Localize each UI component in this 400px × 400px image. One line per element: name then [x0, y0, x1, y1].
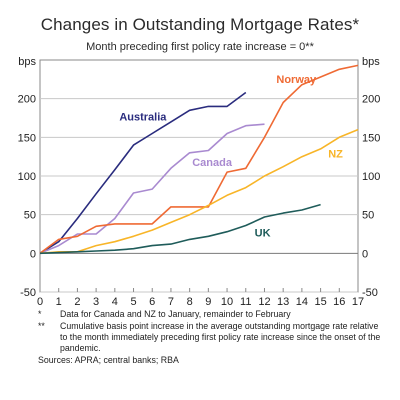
x-tick-label: 1 [56, 296, 62, 308]
series-line-norway [39, 64, 359, 254]
sources: Sources: APRA; central banks; RBA [38, 355, 179, 365]
y-tick-label-right: -50 [362, 287, 378, 299]
y-tick-label-right: 100 [362, 171, 380, 183]
series-line-canada [39, 123, 265, 255]
x-tick-label: 5 [130, 296, 136, 308]
x-tick-label: 4 [112, 296, 118, 308]
x-tick-label: 7 [168, 296, 174, 308]
y-tick-label-right: 50 [362, 210, 374, 222]
x-tick-label: 0 [37, 296, 43, 308]
y-tick-label-right: 200 [362, 94, 380, 106]
series-line-australia [39, 91, 247, 254]
y-tick-label-left: -50 [20, 287, 36, 299]
footnote-2-mark: ** [38, 321, 45, 331]
x-tick-label: 2 [74, 296, 80, 308]
series-label-nz: NZ [328, 148, 343, 160]
y-unit-right: bps [362, 56, 380, 68]
y-tick-label-left: 50 [24, 210, 36, 222]
series-line-nz [39, 128, 359, 255]
x-tick-label: 15 [314, 296, 326, 308]
y-unit-left: bps [18, 56, 36, 68]
x-tick-label: 13 [277, 296, 289, 308]
footnote-1: * Data for Canada and NZ to January, rem… [38, 309, 388, 320]
x-tick-label: 3 [93, 296, 99, 308]
x-tick-label: 17 [352, 296, 364, 308]
y-tick-label-right: 150 [362, 132, 380, 144]
x-tick-label: 10 [221, 296, 233, 308]
chart-subtitle: Month preceding first policy rate increa… [86, 41, 314, 53]
chart-title: Changes in Outstanding Mortgage Rates* [40, 15, 360, 34]
series-line-uk [39, 203, 321, 255]
series-label-norway: Norway [276, 74, 317, 86]
y-tick-label-left: 150 [18, 132, 36, 144]
y-tick-label-left: 0 [30, 248, 36, 260]
footnote-2: ** Cumulative basis point increase in th… [38, 321, 388, 354]
y-tick-label-left: 200 [18, 94, 36, 106]
footnote-1-text: Data for Canada and NZ to January, remai… [60, 309, 291, 319]
footnote-1-mark: * [38, 309, 42, 319]
x-tick-label: 8 [187, 296, 193, 308]
y-tick-label-right: 0 [362, 248, 368, 260]
footnotes: * Data for Canada and NZ to January, rem… [38, 309, 388, 366]
series-label-australia: Australia [119, 111, 167, 123]
footnote-2-text: Cumulative basis point increase in the a… [60, 321, 381, 353]
x-tick-label: 11 [240, 296, 251, 308]
x-tick-label: 6 [149, 296, 155, 308]
x-tick-label: 16 [333, 296, 345, 308]
y-tick-label-left: 100 [18, 171, 36, 183]
x-tick-label: 14 [296, 296, 308, 308]
series-label-uk: UK [255, 227, 271, 239]
x-tick-label: 9 [205, 296, 211, 308]
x-tick-label: 12 [258, 296, 270, 308]
series-label-canada: Canada [192, 157, 233, 169]
